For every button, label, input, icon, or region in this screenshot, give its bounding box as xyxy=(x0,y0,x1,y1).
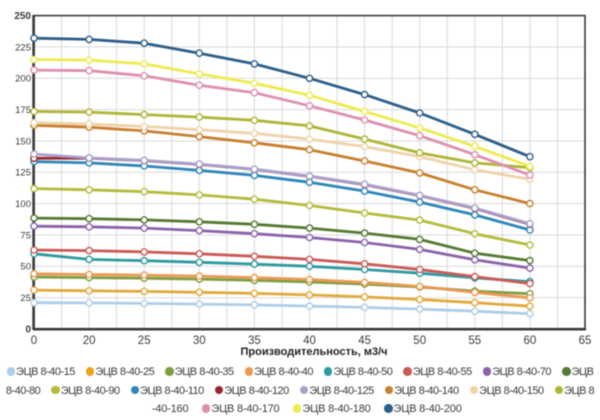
svg-text:20: 20 xyxy=(83,335,96,347)
svg-text:200: 200 xyxy=(15,74,31,85)
svg-text:250: 250 xyxy=(14,11,31,22)
svg-text:55: 55 xyxy=(468,335,481,347)
svg-text:100: 100 xyxy=(15,199,31,210)
svg-text:50: 50 xyxy=(20,262,31,273)
svg-text:0: 0 xyxy=(25,324,31,335)
svg-text:40: 40 xyxy=(303,335,316,347)
svg-text:0: 0 xyxy=(31,335,37,347)
svg-text:150: 150 xyxy=(15,136,31,147)
svg-text:30: 30 xyxy=(193,335,206,347)
svg-text:175: 175 xyxy=(15,105,31,116)
svg-text:75: 75 xyxy=(20,230,31,241)
svg-text:125: 125 xyxy=(15,168,31,179)
svg-text:25: 25 xyxy=(20,293,31,304)
svg-text:60: 60 xyxy=(524,335,537,347)
svg-text:Производительность, м3/ч: Производительность, м3/ч xyxy=(240,346,387,358)
svg-text:35: 35 xyxy=(248,335,261,347)
svg-text:50: 50 xyxy=(413,335,426,347)
svg-text:225: 225 xyxy=(15,42,31,53)
svg-text:45: 45 xyxy=(358,335,371,347)
svg-text:65: 65 xyxy=(579,335,592,347)
svg-text:25: 25 xyxy=(138,335,151,347)
